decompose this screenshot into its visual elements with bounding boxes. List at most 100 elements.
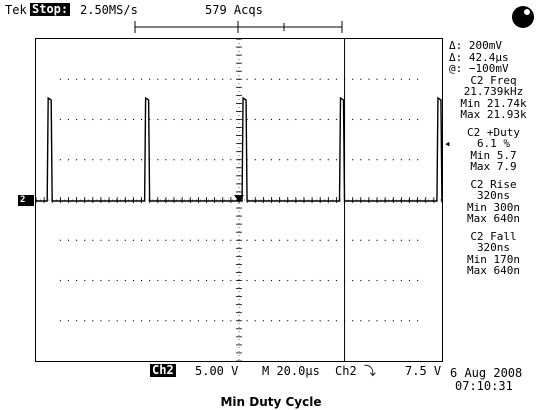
grid-dot — [279, 239, 281, 241]
grid-dot — [116, 279, 118, 282]
grid-dot — [319, 279, 321, 282]
oscilloscope-screen — [35, 38, 443, 362]
time-per-div: M 20.0μs — [262, 364, 320, 378]
grid-dot — [59, 279, 61, 282]
grid-dot — [246, 279, 248, 282]
grid-dot — [360, 320, 362, 322]
grid-dot — [287, 279, 289, 282]
grid-dot — [214, 118, 216, 121]
grid-dot — [327, 118, 329, 121]
grid-dot — [92, 279, 94, 282]
grid-dot — [319, 239, 321, 241]
grid-dot — [214, 239, 216, 241]
grid-dot — [205, 78, 208, 80]
grid-dot — [270, 279, 273, 282]
grid-dot — [92, 118, 94, 121]
record-position-bracket — [134, 21, 343, 33]
grid-dot — [279, 159, 281, 161]
grid-dot — [230, 239, 232, 241]
grid-dot — [140, 118, 143, 121]
grid-dot — [287, 239, 289, 241]
grid-dot — [254, 118, 256, 121]
duty-title: C2 +Duty — [467, 125, 520, 139]
grid-dot — [384, 78, 386, 80]
grid-dot — [368, 159, 370, 161]
grid-dot — [84, 320, 86, 322]
grid-dot — [417, 159, 419, 161]
grid-dot — [214, 279, 216, 282]
grid-dot — [108, 320, 110, 322]
grid-dot — [376, 320, 378, 322]
grid-dot — [262, 320, 264, 322]
grid-dot — [84, 159, 86, 161]
grid-dot — [417, 78, 419, 80]
delta-voltage-readout: Δ: 200mV — [449, 39, 502, 52]
grid-dot — [368, 279, 370, 282]
grid-dot — [335, 320, 338, 322]
grid-dot — [157, 159, 159, 161]
grid-dot — [262, 118, 264, 121]
grid-dot — [205, 239, 208, 241]
grid-dot — [368, 78, 370, 80]
trigger-level: 7.5 V — [405, 364, 442, 378]
grid-dot — [140, 239, 143, 241]
grid-dot — [140, 279, 143, 282]
grid-dot — [352, 159, 354, 161]
grid-dot — [360, 279, 362, 282]
trigger-source: Ch2 ⤵ — [335, 364, 376, 378]
grid-dot — [76, 279, 78, 282]
grid-dot — [400, 159, 402, 161]
grid-dot — [181, 279, 183, 282]
grid-dot — [92, 320, 94, 322]
grid-dot — [100, 78, 102, 80]
delta-time-readout: Δ: 42.4μs — [449, 50, 509, 64]
grid-dot — [295, 78, 297, 80]
grid-dot — [368, 320, 370, 322]
grid-dot — [392, 159, 394, 161]
grid-dot — [189, 239, 191, 241]
grid-dot — [400, 78, 402, 80]
run-state-badge: Stop: — [30, 2, 71, 16]
grid-dot — [173, 118, 175, 121]
grid-dot — [149, 320, 151, 322]
grid-dot — [214, 159, 216, 161]
measurement-panel: Δ: 200mV Δ: 42.4μs @: −100mV C2 Freq 21.… — [445, 40, 542, 277]
grid-dot — [132, 279, 135, 282]
grid-dot — [149, 78, 151, 80]
grid-dot — [311, 279, 313, 282]
grid-dot — [205, 118, 208, 121]
grid-dot — [352, 78, 354, 80]
channel-2-box[interactable]: Ch2 — [150, 363, 176, 377]
grid-dot — [140, 320, 143, 322]
grid-dot — [173, 159, 175, 161]
grid-dot — [197, 279, 199, 282]
grid-dot — [327, 78, 329, 80]
grid-dot — [408, 159, 411, 161]
brand-label: Tek — [5, 3, 27, 17]
channel-2-ground-marker[interactable]: 2 — [18, 195, 34, 206]
sample-rate-label: 2.50MS/s — [80, 3, 138, 17]
grid-dot — [76, 239, 78, 241]
freq-min: Min 21.74k — [460, 96, 527, 110]
grid-dot — [100, 118, 102, 121]
grid-dot — [222, 118, 224, 121]
grid-dot — [376, 159, 378, 161]
grid-dot — [254, 279, 256, 282]
grid-dot — [262, 159, 264, 161]
grid-dot — [157, 118, 159, 121]
grid-dot — [149, 279, 151, 282]
grid-dot — [173, 239, 175, 241]
grid-dot — [230, 279, 232, 282]
grid-dot — [254, 159, 256, 161]
grid-dot — [360, 118, 362, 121]
grid-dot — [368, 239, 370, 241]
grid-dot — [181, 320, 183, 322]
grid-dot — [270, 159, 273, 161]
grid-dot — [108, 239, 110, 241]
grid-dot — [230, 78, 232, 80]
grid-dot — [327, 159, 329, 161]
grid-dot — [400, 279, 402, 282]
grid-dot — [270, 78, 273, 80]
grid-dot — [116, 78, 118, 80]
grid-dot — [140, 78, 143, 80]
